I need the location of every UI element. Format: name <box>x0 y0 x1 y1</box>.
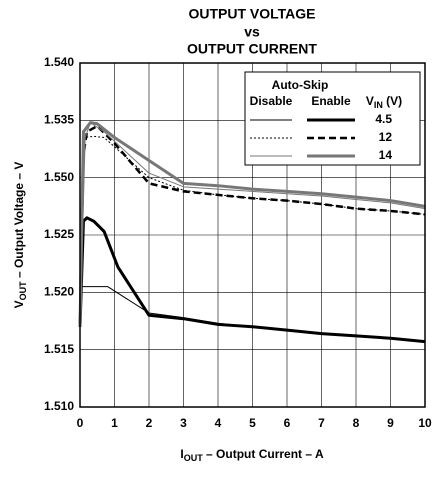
y-tick-label: 1.515 <box>44 342 74 356</box>
chart-title: OUTPUT VOLTAGE <box>188 6 315 22</box>
legend: Auto-Skip Disable Enable VIN (V) 4.5 12 14 <box>244 71 421 166</box>
y-tick-label: 1.550 <box>44 170 74 184</box>
legend-vin-rest: (V) <box>383 94 402 108</box>
x-tick-label: 8 <box>353 416 360 430</box>
legend-label: 12 <box>379 130 393 144</box>
x-tick-label: 2 <box>146 416 153 430</box>
legend-column: Disable <box>250 94 293 108</box>
y-axis-label-rest: – Output Voltage – V <box>12 162 26 282</box>
x-tick-label: 3 <box>180 416 187 430</box>
y-tick-label: 1.540 <box>44 55 74 69</box>
x-tick-label: 4 <box>215 416 222 430</box>
series-line <box>78 216 426 344</box>
plot-frame <box>79 62 426 408</box>
chart-title: OUTPUT CURRENT <box>187 41 317 57</box>
chart-title: vs <box>244 24 260 40</box>
series-line <box>78 124 426 327</box>
y-axis-label: VOUT – Output Voltage – V <box>12 162 28 309</box>
x-axis-label-main: I <box>180 447 183 461</box>
x-axis-label-sub: OUT <box>184 453 204 463</box>
legend-vin-main: V <box>366 94 374 108</box>
legend-label: 14 <box>379 148 393 162</box>
y-tick-label: 1.520 <box>44 285 74 299</box>
x-tick-label: 0 <box>77 416 84 430</box>
y-tick-label: 1.525 <box>44 227 74 241</box>
x-axis-label-rest: – Output Current – A <box>203 447 324 461</box>
y-tick-label: 1.535 <box>44 113 74 127</box>
x-tick-label: 9 <box>387 416 394 430</box>
y-axis-label-main: V <box>12 300 26 308</box>
legend-vin-sub: IN <box>374 100 383 110</box>
legend-label: 4.5 <box>375 112 392 126</box>
x-tick-label: 10 <box>418 416 432 430</box>
x-axis-label: IOUT – Output Current – A <box>180 447 324 463</box>
y-axis-label-sub: OUT <box>18 281 28 301</box>
x-tick-label: 1 <box>111 416 118 430</box>
legend-title: Auto-Skip <box>272 78 329 92</box>
legend-column: Enable <box>311 94 351 108</box>
y-tick-label: 1.510 <box>44 399 74 413</box>
x-tick-label: 7 <box>318 416 325 430</box>
legend-column: VIN (V) <box>366 94 402 110</box>
series-line <box>78 121 426 327</box>
x-tick-label: 5 <box>249 416 256 430</box>
plot-lines <box>78 121 426 344</box>
x-tick-label: 6 <box>284 416 291 430</box>
